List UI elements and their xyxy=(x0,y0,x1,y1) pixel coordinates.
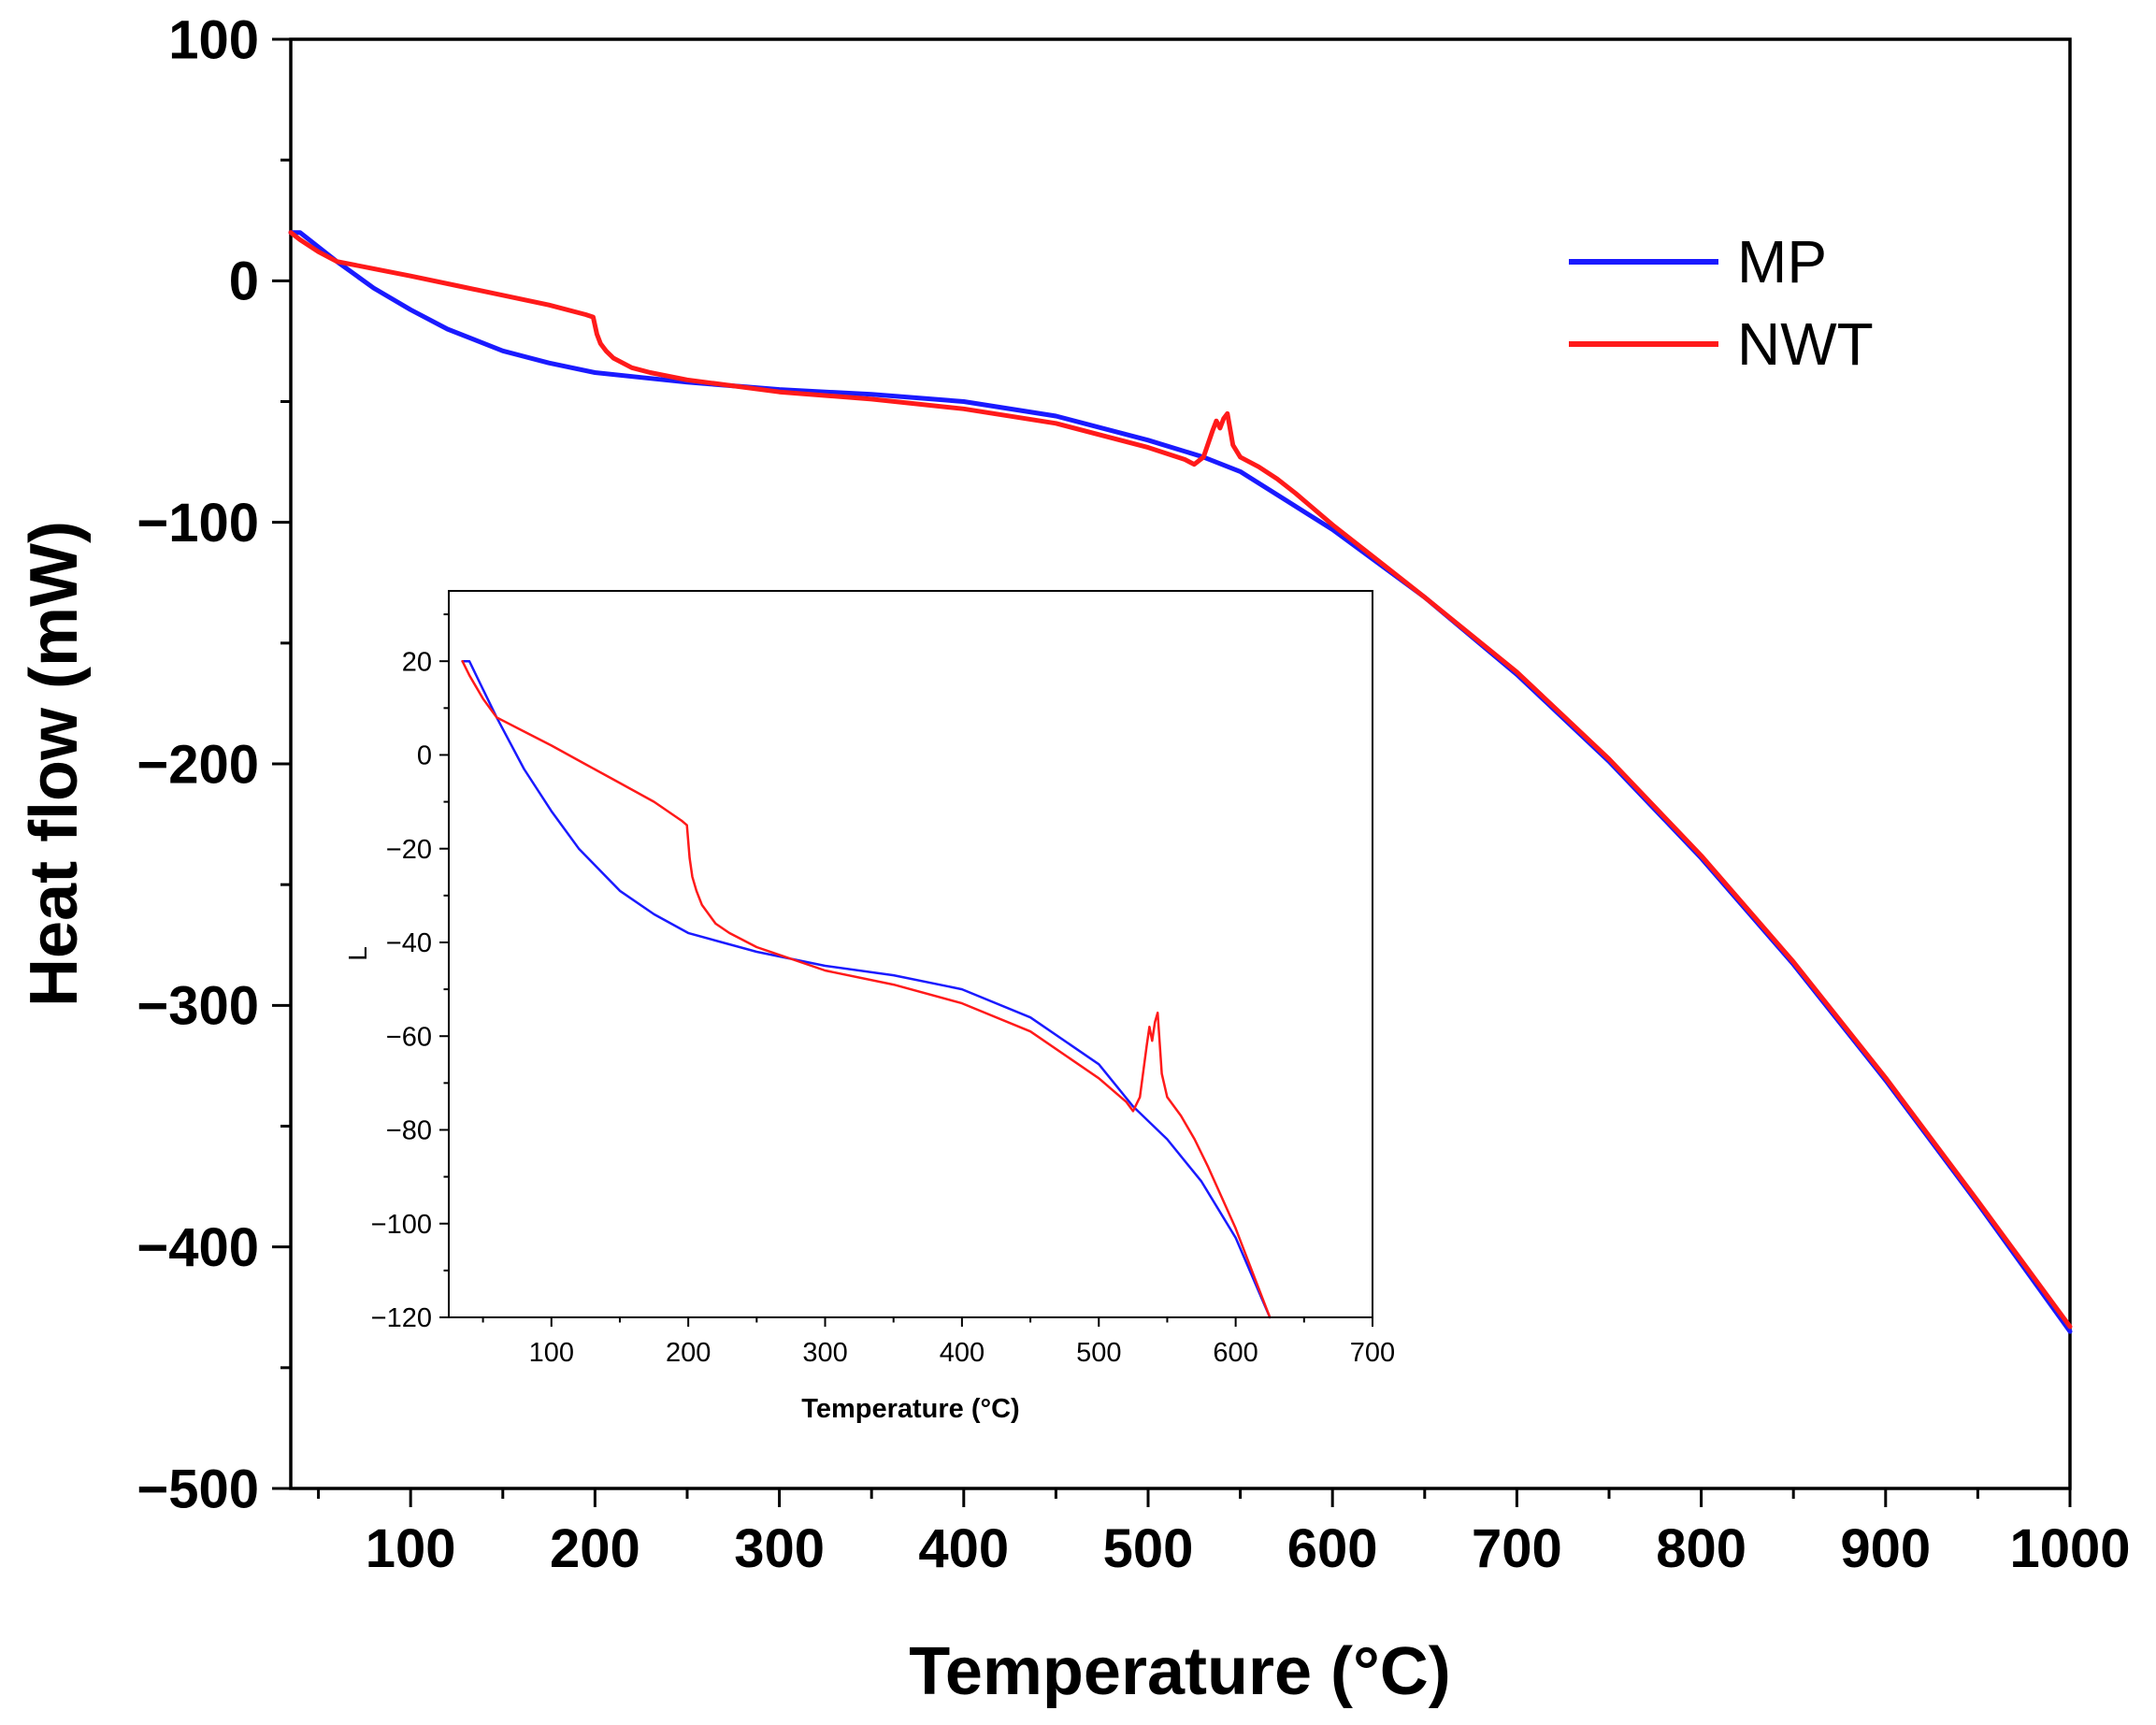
main-plot: 100 200 300 400 500 600 700 800 900 10001000−100−… xyxy=(17,9,2131,1709)
inset-y-tick-label: 20 xyxy=(402,647,432,677)
legend-label-mp: MP xyxy=(1737,228,1827,295)
main-x-tick-label: 400 xyxy=(918,1518,1009,1579)
inset-y-axis-label: L xyxy=(343,946,372,961)
main-x-tick-label: 600 xyxy=(1287,1518,1378,1579)
main-x-axis-label: Temperature (°C) xyxy=(909,1634,1451,1709)
inset-x-tick-label: 300 xyxy=(802,1338,847,1368)
inset-y-tick-label: −120 xyxy=(371,1303,432,1333)
main-x-tick-label: 500 xyxy=(1103,1518,1194,1579)
inset-series-nwt xyxy=(461,659,1272,1319)
main-series xyxy=(288,230,2073,1334)
main-series-nwt xyxy=(288,230,2073,1330)
inset-y-tick-label: −40 xyxy=(386,928,432,958)
inset-plot: 100 200 300 400 500 600 700200−20−40−60−80−100… xyxy=(343,590,1396,1424)
inset-background xyxy=(449,591,1373,1317)
main-x-tick-label: 900 xyxy=(1840,1518,1931,1579)
inset-y-tick-label: −60 xyxy=(386,1022,432,1052)
inset-x-tick-label: 400 xyxy=(940,1338,985,1368)
main-y-axis-label: Heat flow (mW) xyxy=(17,521,92,1007)
main-y-tick-label: −500 xyxy=(137,1459,259,1519)
inset-tick-labels: 100 200 300 400 500 600 700200−20−40−60−80−100… xyxy=(371,647,1396,1368)
main-x-tick-label: 200 xyxy=(550,1518,640,1579)
legend-label-nwt: NWT xyxy=(1737,310,1874,378)
main-y-tick-label: −100 xyxy=(137,493,259,553)
inset-x-tick-label: 700 xyxy=(1350,1338,1395,1368)
main-y-tick-label: −400 xyxy=(137,1217,259,1278)
main-y-tick-label: 0 xyxy=(229,252,259,312)
inset-y-tick-label: −20 xyxy=(386,835,432,865)
inset-series xyxy=(461,659,1272,1319)
main-x-tick-label: 1000 xyxy=(2009,1518,2130,1579)
legend: MP NWT xyxy=(1569,228,1874,378)
main-x-tick-label: 700 xyxy=(1472,1518,1562,1579)
main-y-tick-label: −300 xyxy=(137,976,259,1037)
inset-x-tick-label: 100 xyxy=(529,1338,574,1368)
main-x-tick-label: 100 xyxy=(366,1518,456,1579)
main-x-tick-label: 800 xyxy=(1656,1518,1746,1579)
inset-x-tick-label: 200 xyxy=(666,1338,711,1368)
inset-series-mp xyxy=(461,659,1272,1319)
main-x-tick-label: 300 xyxy=(734,1518,825,1579)
inset-x-tick-label: 600 xyxy=(1213,1338,1258,1368)
main-ticks xyxy=(272,37,2072,1507)
inset-y-tick-label: 0 xyxy=(417,741,432,771)
inset-plot-frame xyxy=(448,590,1373,1318)
main-y-tick-label: 100 xyxy=(168,9,259,70)
inset-y-tick-label: −80 xyxy=(386,1116,432,1146)
inset-y-tick-label: −100 xyxy=(371,1210,432,1240)
main-y-tick-label: −200 xyxy=(137,734,259,795)
main-tick-labels: 100 200 300 400 500 600 700 800 900 10001000−100−… xyxy=(137,9,2130,1579)
inset-x-axis-label: Temperature (°C) xyxy=(801,1394,1019,1424)
inset-x-tick-label: 500 xyxy=(1076,1338,1121,1368)
